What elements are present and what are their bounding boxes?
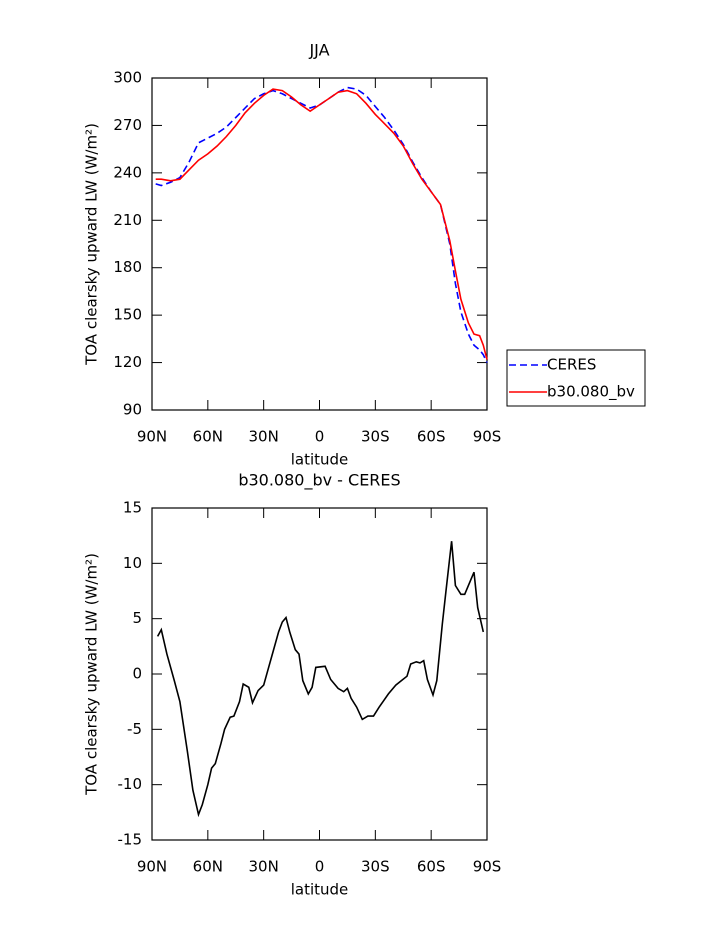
y-tick-label: 270 [113, 116, 142, 134]
chart-title: JJA [308, 41, 329, 60]
data-line [155, 88, 488, 360]
x-tick-label: 90S [473, 428, 502, 446]
y-tick-label: 5 [132, 609, 142, 627]
plot-frame [151, 507, 488, 841]
y-tick-label: -10 [118, 775, 143, 793]
x-tick-label: 60N [193, 858, 223, 876]
x-tick-label: 0 [315, 858, 325, 876]
y-tick-label: 150 [113, 306, 142, 324]
y-tick-label: 0 [132, 665, 142, 683]
x-tick-label: 30S [361, 428, 390, 446]
y-tick-label: 120 [113, 353, 142, 371]
data-line [155, 86, 488, 363]
x-axis-label: latitude [291, 881, 349, 899]
y-tick-label: 15 [123, 499, 142, 517]
x-tick-label: 60S [417, 428, 446, 446]
y-tick-label: 180 [113, 258, 142, 276]
x-tick-label: 90N [137, 428, 167, 446]
y-tick-label: 210 [113, 211, 142, 229]
y-axis-label: TOA clearsky upward LW (W/m²) [83, 553, 101, 796]
chart-title: b30.080_bv - CERES [238, 471, 400, 491]
x-tick-label: 30S [361, 858, 390, 876]
plot-frame [151, 77, 488, 411]
y-tick-label: -5 [127, 720, 142, 738]
legend-label: CERES [547, 356, 596, 374]
x-axis-label: latitude [291, 451, 349, 469]
x-tick-label: 90S [473, 858, 502, 876]
y-tick-label: 300 [113, 69, 142, 87]
x-tick-label: 30N [249, 428, 279, 446]
data-line [156, 541, 485, 818]
legend-box [506, 349, 646, 407]
y-tick-label: 10 [123, 554, 142, 572]
x-tick-label: 60S [417, 858, 446, 876]
y-tick-label: -15 [118, 831, 143, 849]
x-tick-label: 30N [249, 858, 279, 876]
y-axis-label: TOA clearsky upward LW (W/m²) [83, 123, 101, 366]
x-tick-label: 0 [315, 428, 325, 446]
y-tick-label: 90 [123, 401, 142, 419]
legend-label: b30.080_bv [547, 383, 635, 402]
y-tick-label: 240 [113, 163, 142, 181]
x-tick-label: 60N [193, 428, 223, 446]
x-tick-label: 90N [137, 858, 167, 876]
